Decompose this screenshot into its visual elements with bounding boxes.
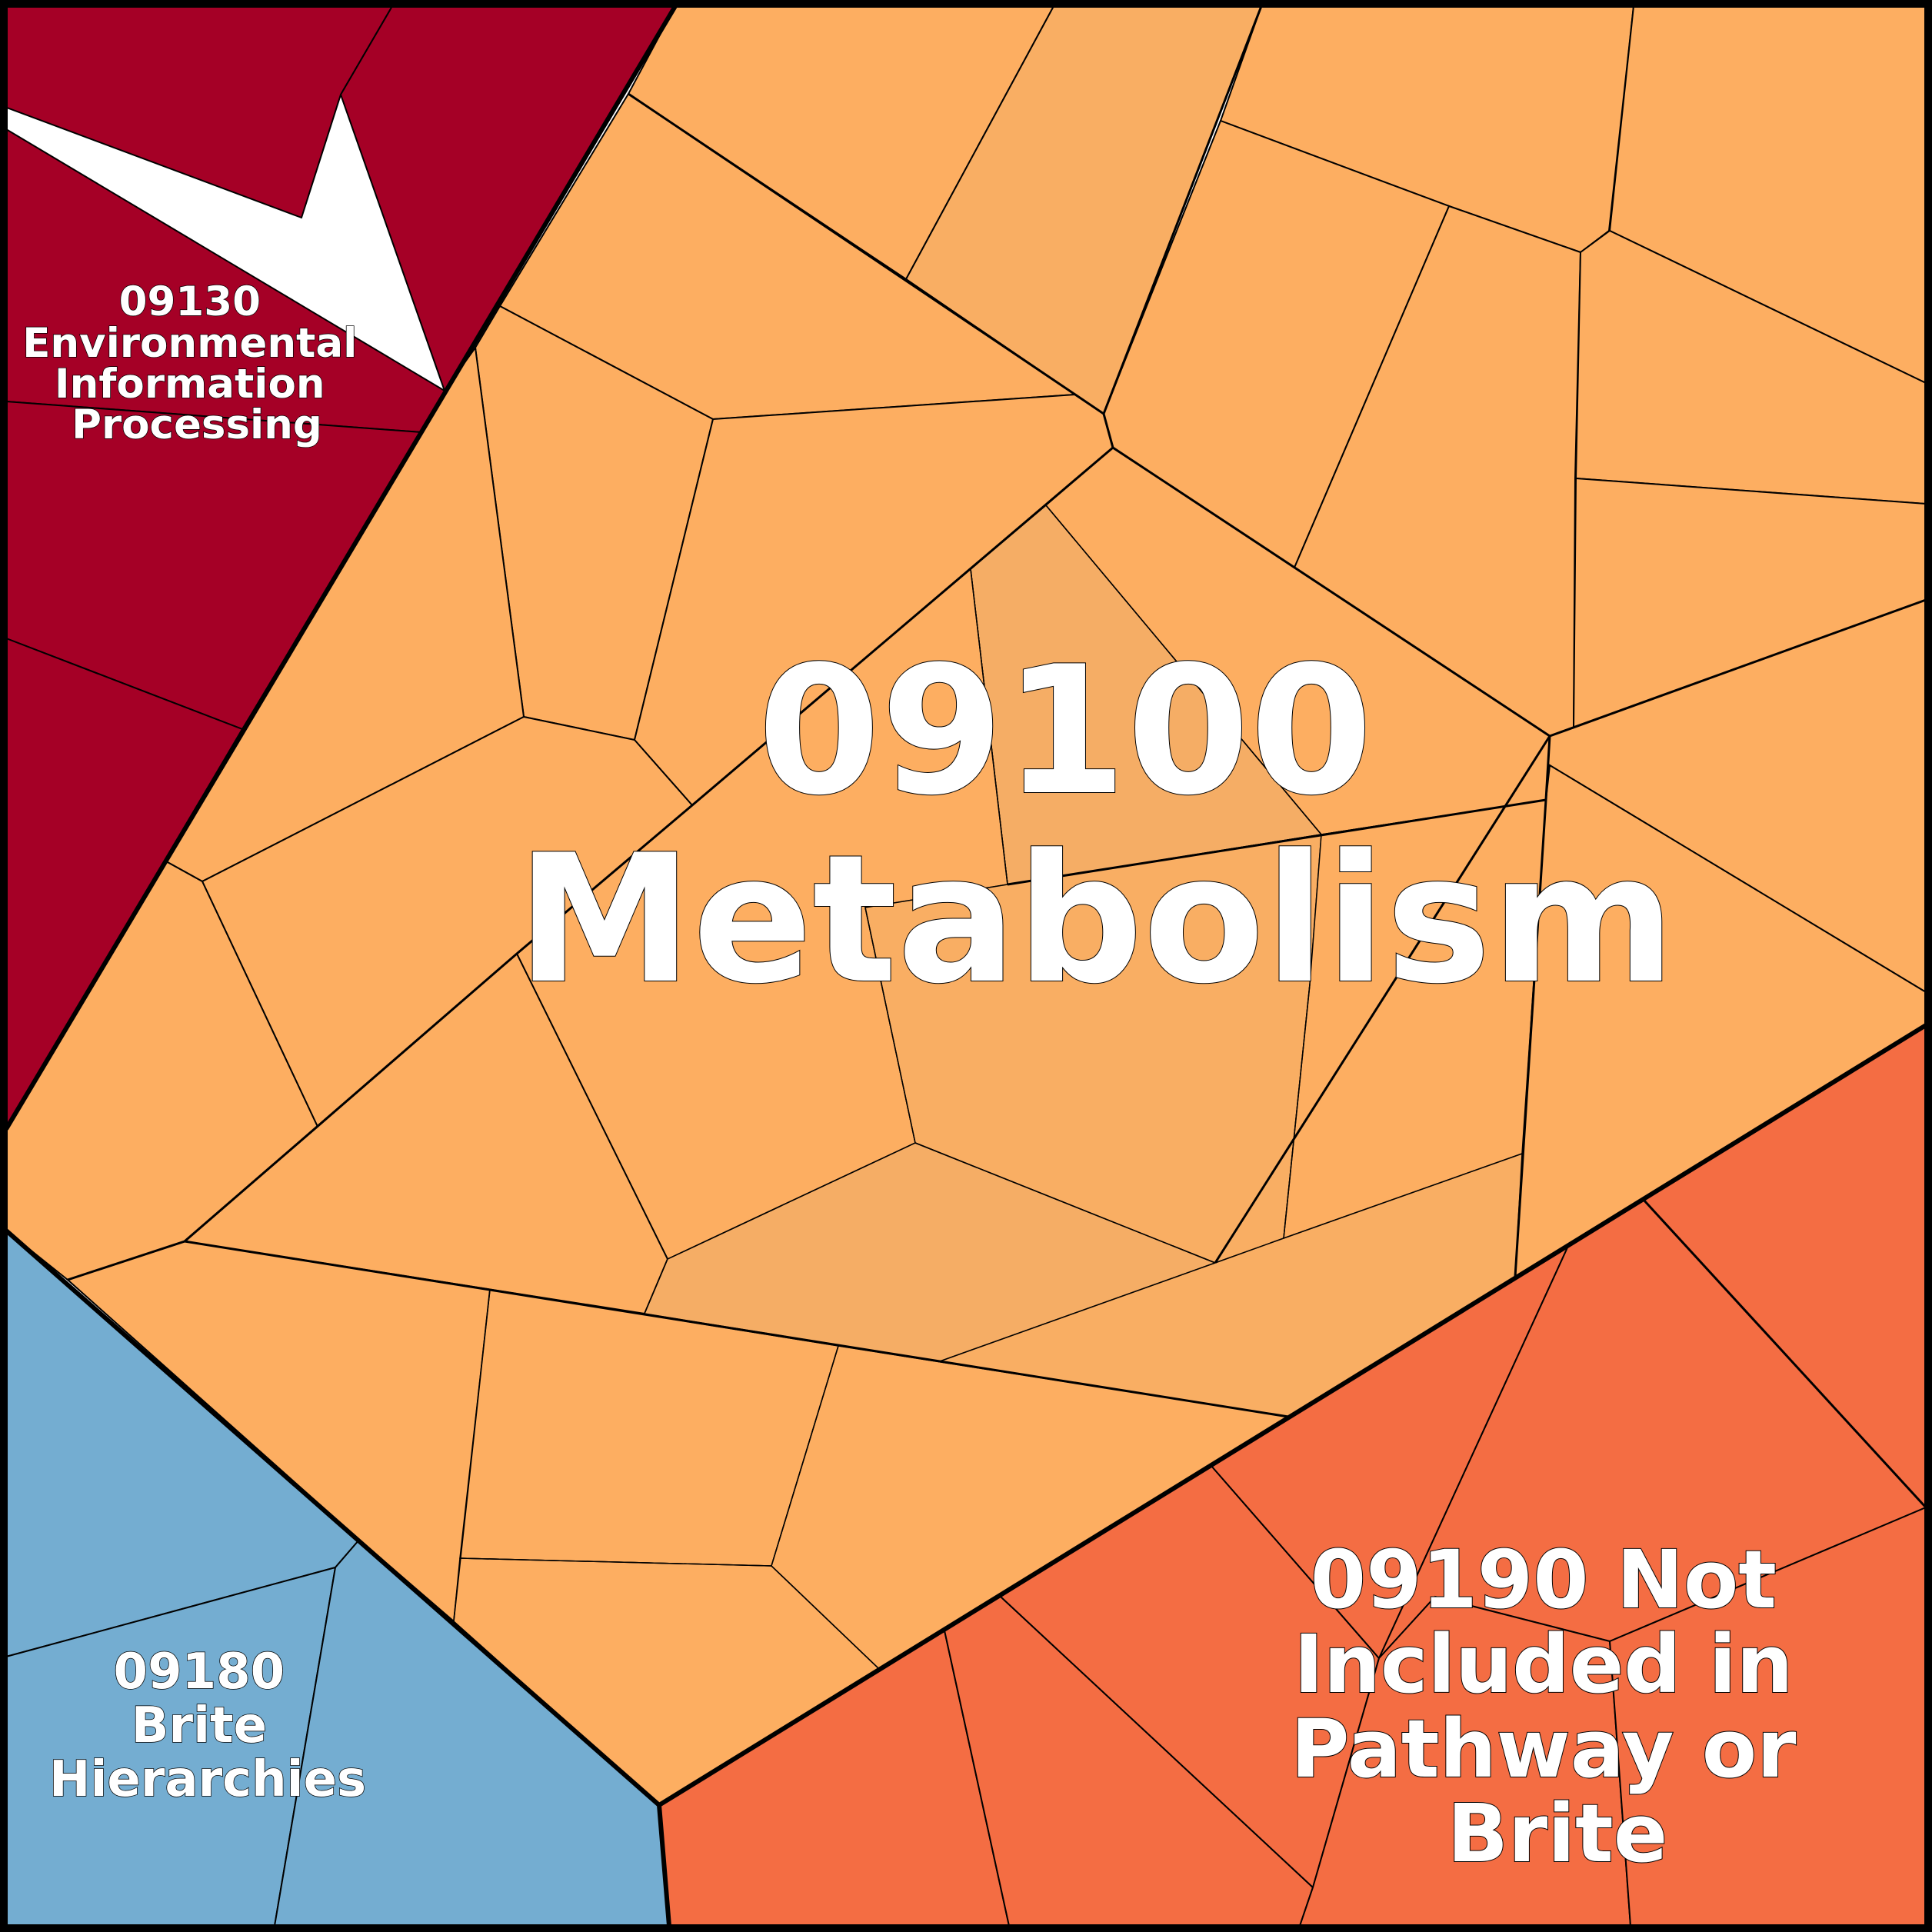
region-not-included — [658, 1024, 1927, 1927]
label-brite-hierarchies: 09180 Brite Hierarchies — [49, 1644, 366, 1808]
label-not-included: 09190 Not Included in Pathway or Brite — [1291, 1533, 1824, 1880]
metabolism-major-edges — [67, 5, 1927, 1418]
region-boundaries — [4, 5, 1927, 1927]
region-environmental-information-processing — [0, 5, 677, 1132]
label-metabolism: 09100 Metabolism — [517, 629, 1676, 1023]
metabolism-internal-lines — [453, 505, 1322, 1670]
label-environmental: 09130 Environmental Information Processi… — [22, 278, 371, 448]
region-metabolism — [5, 5, 1927, 1806]
not-included-major-edges — [1642, 1198, 1927, 1509]
region-brite-hierarchies — [5, 1228, 671, 1927]
